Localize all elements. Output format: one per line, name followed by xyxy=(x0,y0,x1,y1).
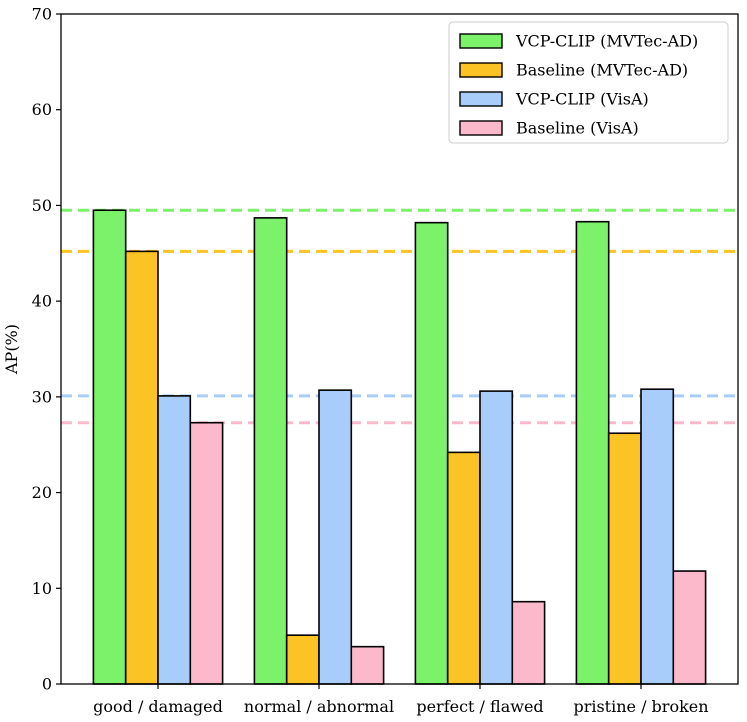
bar-0-0 xyxy=(92,209,127,685)
y-tick-label: 0 xyxy=(42,675,52,694)
bar-0-2 xyxy=(157,395,192,685)
bar-1-2 xyxy=(318,389,353,685)
x-tick-label: pristine / broken xyxy=(573,697,708,716)
x-tick-label: perfect / flawed xyxy=(416,697,543,716)
y-tick-label: 10 xyxy=(32,579,52,598)
legend-swatch-2 xyxy=(459,91,503,107)
y-tick-label: 60 xyxy=(32,100,52,119)
bar-3-3 xyxy=(672,570,707,685)
y-tick-label: 70 xyxy=(32,5,52,24)
bar-0-1 xyxy=(124,250,159,685)
bar-2-3 xyxy=(511,600,546,685)
legend-label-1: Baseline (MVTec-AD) xyxy=(516,61,688,80)
bar-2-0 xyxy=(414,221,449,685)
y-tick-label: 50 xyxy=(32,196,52,215)
legend-label-3: Baseline (VisA) xyxy=(516,119,639,138)
legend-label-2: VCP-CLIP (VisA) xyxy=(515,90,649,109)
bar-0-3 xyxy=(189,421,224,685)
x-tick-label: normal / abnormal xyxy=(244,697,394,716)
bar-3-1 xyxy=(607,432,642,685)
legend-swatch-1 xyxy=(459,62,503,78)
y-tick-label: 20 xyxy=(32,483,52,502)
legend-box xyxy=(448,21,729,144)
bar-3-2 xyxy=(640,388,675,685)
bar-1-0 xyxy=(253,217,288,685)
y-tick-label: 40 xyxy=(32,292,52,311)
x-tick-label: good / damaged xyxy=(93,697,223,716)
y-axis-label: AP(%) xyxy=(2,324,21,375)
bar-3-0 xyxy=(575,220,610,685)
bar-2-1 xyxy=(446,451,481,685)
plot-frame xyxy=(60,13,739,685)
bar-1-3 xyxy=(350,645,385,685)
bar-1-1 xyxy=(285,634,320,685)
bar-2-2 xyxy=(479,390,514,685)
legend-label-0: VCP-CLIP (MVTec-AD) xyxy=(515,32,698,51)
legend-swatch-3 xyxy=(459,120,503,136)
y-tick-label: 30 xyxy=(32,387,52,406)
legend-swatch-0 xyxy=(459,33,503,49)
